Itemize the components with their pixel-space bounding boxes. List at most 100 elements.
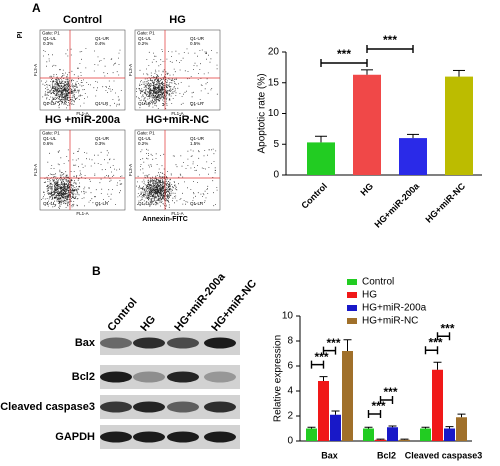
x-tick-label: Bax <box>321 450 338 460</box>
blot-band <box>133 401 165 413</box>
x-tick-label: Bcl2 <box>377 450 396 460</box>
bar <box>445 76 473 175</box>
error-bar <box>445 426 454 429</box>
significance-label: *** <box>383 33 397 47</box>
flow-axis-label: FL1-A <box>76 111 88 116</box>
gate-label: Gate: P1 <box>137 131 155 136</box>
quadrant-label: Q1-LR <box>95 201 109 206</box>
bar <box>375 439 386 441</box>
bar <box>342 351 353 441</box>
y-tick-label: 0 <box>287 436 293 447</box>
error-bar <box>364 426 373 429</box>
bar <box>318 381 329 441</box>
significance-bracket <box>379 396 394 404</box>
bar <box>353 74 381 175</box>
panel-label: A <box>32 1 41 15</box>
blot-band <box>167 371 199 383</box>
legend-label: Control <box>362 277 394 288</box>
blot-band <box>167 431 199 443</box>
flow-title: HG +miR-200a <box>45 114 121 126</box>
x-tick-label: Cleaved caspase3 <box>405 450 483 460</box>
blot-band <box>133 431 165 443</box>
blot-band <box>133 371 165 383</box>
quadrant-label: Q1-UR <box>190 136 205 141</box>
error-bar <box>453 69 465 77</box>
flow-events <box>136 148 218 209</box>
blot-band <box>167 401 199 413</box>
bar <box>444 428 455 441</box>
significance-label: *** <box>440 321 454 335</box>
significance-label: *** <box>428 335 442 349</box>
x-tick-label: HG+miR-NC <box>423 181 467 225</box>
significance-label: *** <box>326 336 340 350</box>
legend-swatch <box>347 292 357 298</box>
flow-y-label: PI <box>17 32 24 39</box>
flow-events <box>41 148 123 209</box>
x-tick-label: HG <box>358 181 375 198</box>
quadrant-label: Q1-LL <box>138 201 151 206</box>
error-bar <box>307 426 316 429</box>
flow-x-label: Annexin-FITC <box>142 216 188 223</box>
bar <box>307 142 335 175</box>
error-bar <box>319 376 328 381</box>
y-tick-label: 6 <box>287 361 293 372</box>
legend-swatch <box>347 318 357 324</box>
quadrant-percent: 0.3% <box>43 41 53 46</box>
lane-label: Control <box>105 296 139 334</box>
quadrant-label: Q1-UL <box>43 136 57 141</box>
quadrant-label: Q1-UR <box>95 36 110 41</box>
quadrant-label: Q1-LR <box>95 101 109 106</box>
quadrant-label: Q1-LR <box>190 101 204 106</box>
flow-axis-label: FL3-A <box>33 64 38 76</box>
error-bar <box>400 438 409 440</box>
bar <box>330 414 341 441</box>
flow-frame <box>134 129 221 211</box>
y-axis-label: Apoptotic rate (%) <box>257 73 268 153</box>
quadrant-percent: 0.4% <box>95 41 105 46</box>
flow-title: HG <box>169 14 186 26</box>
flow-axis-label: FL3-A <box>128 64 133 76</box>
error-bar <box>343 339 352 351</box>
flow-title: HG+miR-NC <box>146 114 209 126</box>
legend-label: HG+miR-NC <box>362 316 418 327</box>
blot-band <box>133 337 165 349</box>
quadrant-label: Q1-UR <box>190 36 205 41</box>
flow-axis-label: FL3-A <box>33 164 38 176</box>
significance-bracket <box>424 346 439 355</box>
quadrant-percent: 0.6% <box>43 141 53 146</box>
quadrant-percent: 1.5% <box>190 141 200 146</box>
y-tick-label: 8 <box>287 336 293 347</box>
bar <box>399 439 410 441</box>
y-tick-label: 5 <box>273 139 279 150</box>
quadrant-label: Q1-LR <box>190 201 204 206</box>
bar <box>387 427 398 441</box>
significance-bracket <box>322 346 337 355</box>
quadrant-label: Q1-UL <box>138 136 152 141</box>
row-label: Bcl2 <box>72 371 95 383</box>
error-bar <box>376 438 385 440</box>
quadrant-label: Q1-LL <box>138 101 151 106</box>
x-tick-label: HG+miR-200a <box>372 180 421 229</box>
quadrant-percent: 0.2% <box>138 141 148 146</box>
quadrant-label: Q1-UR <box>95 136 110 141</box>
significance-label: *** <box>371 399 385 413</box>
error-bar <box>315 135 327 143</box>
quadrant-label: Q1-LL <box>43 201 56 206</box>
significance-bracket <box>310 360 325 369</box>
gate-label: Gate: P1 <box>42 31 60 36</box>
quadrant-label: Q1-UL <box>138 36 152 41</box>
blot-band <box>204 337 236 349</box>
error-bar <box>331 410 340 415</box>
flow-axis-label: FL1-A <box>171 111 183 116</box>
error-bar <box>388 425 397 428</box>
y-tick-label: 2 <box>287 411 293 422</box>
quadrant-label: Q1-UL <box>43 36 57 41</box>
flow-axis-label: FL1-A <box>171 211 183 216</box>
bar <box>456 417 467 441</box>
row-label: Cleaved caspase3 <box>0 401 95 413</box>
bar <box>420 428 431 441</box>
flow-events <box>136 48 218 109</box>
y-tick-label: 4 <box>287 386 293 397</box>
gate-label: Gate: P1 <box>42 131 60 136</box>
